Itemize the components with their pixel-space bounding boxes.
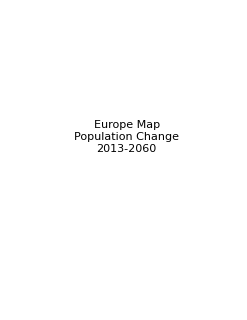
Text: Europe Map
Population Change
2013-2060: Europe Map Population Change 2013-2060 bbox=[74, 120, 179, 154]
